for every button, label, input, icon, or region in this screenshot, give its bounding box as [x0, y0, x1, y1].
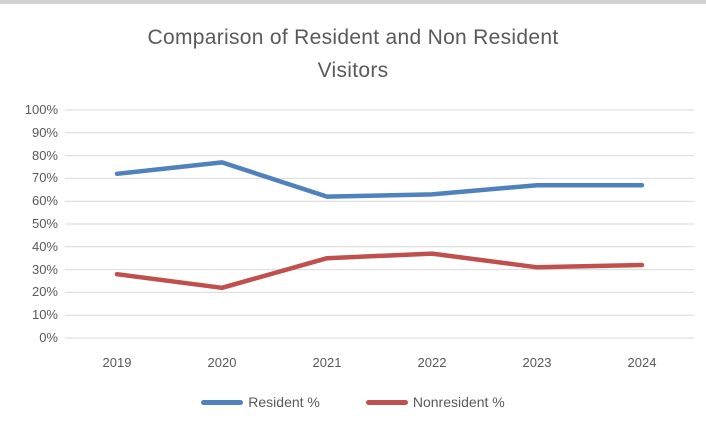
legend-item-resident: Resident %: [201, 394, 320, 411]
x-tick-label: 2021: [312, 355, 342, 370]
y-tick-label: 40%: [31, 238, 58, 254]
legend: Resident % Nonresident %: [0, 394, 706, 411]
y-tick-label: 20%: [31, 284, 58, 300]
chart-title: Comparison of Resident and Non Resident …: [0, 21, 706, 87]
legend-line-swatch: [365, 400, 408, 405]
legend-label: Resident %: [248, 394, 320, 410]
x-tick-label: 2022: [417, 355, 447, 370]
y-tick-label: 90%: [31, 124, 58, 140]
y-tick-label: 60%: [31, 193, 58, 209]
x-tick-label: 2024: [627, 355, 657, 370]
y-tick-label: 30%: [31, 261, 58, 277]
series-line-resident: [114, 160, 645, 199]
y-tick-label: 50%: [31, 216, 58, 231]
y-tick-label: 100%: [24, 102, 58, 117]
legend-label: Nonresident %: [412, 394, 505, 410]
x-tick-label: 2020: [207, 355, 237, 370]
legend-item-nonresident: Nonresident %: [365, 394, 505, 411]
y-tick-label: 0%: [39, 330, 58, 345]
y-tick-label: 10%: [31, 307, 58, 323]
x-tick-label: 2023: [522, 355, 552, 370]
legend-line-swatch: [201, 400, 244, 405]
chart-title-line-1: Comparison of Resident and Non Resident: [147, 26, 559, 49]
series-line-nonresident: [114, 251, 645, 291]
chart-title-line-2: Visitors: [317, 59, 389, 82]
y-tick-label: 80%: [31, 147, 58, 163]
y-tick-label: 70%: [31, 170, 58, 186]
x-tick-label: 2019: [102, 355, 132, 370]
top-strip: [0, 0, 706, 4]
